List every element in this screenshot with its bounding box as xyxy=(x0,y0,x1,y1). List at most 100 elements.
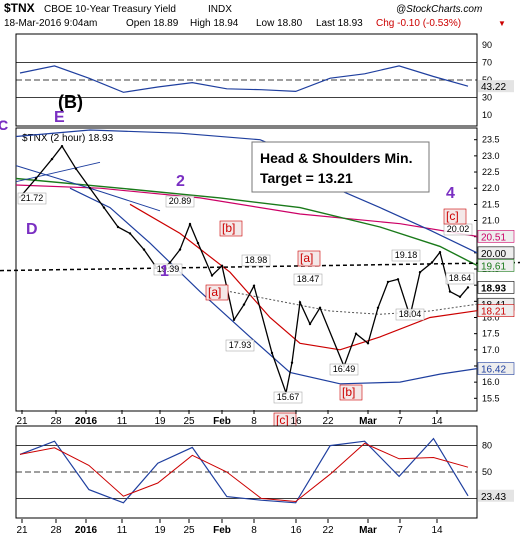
x-axis-middle-tick-label: 14 xyxy=(431,416,443,427)
x-axis-bottom-tick-label: 21 xyxy=(16,525,28,536)
axis-value-label: 20.00 xyxy=(481,249,506,260)
wave-label-C-top: C xyxy=(0,117,8,133)
price-point xyxy=(196,241,200,245)
x-axis-middle-tick-label: Mar xyxy=(359,416,377,427)
price-point xyxy=(210,274,214,277)
pattern-info-box: Head & Shoulders Min. Target = 13.21 xyxy=(251,141,430,193)
pattern-info-frame xyxy=(251,141,430,193)
x-axis-bottom-ticks: 21 28 2016 11 19 25 Feb 8 16 22 Mar 7 14 xyxy=(16,519,443,536)
price-label-text: 18.98 xyxy=(245,255,268,265)
x-axis-middle-tick-label: 28 xyxy=(50,416,62,427)
x-axis-middle-ticks: 21 28 2016 11 19 25 Feb 8 16 22 Mar 7 14 xyxy=(16,410,443,427)
bottom-indicator-layer: 80502023.43 xyxy=(16,437,514,504)
wave-label: [b] xyxy=(219,220,243,237)
wave-label-text: 4 xyxy=(446,185,455,202)
price-label-box xyxy=(273,391,303,404)
x-axis-middle-tick-label: 25 xyxy=(183,416,195,427)
wave-label: [a] xyxy=(297,250,321,267)
x-axis-bottom-tick-label: 19 xyxy=(154,525,166,536)
price-point xyxy=(232,318,236,321)
axis-value-badge xyxy=(477,281,515,294)
price-label-box xyxy=(395,308,425,321)
price-point xyxy=(34,177,38,180)
wave-label: [b] xyxy=(339,384,363,401)
lower-band xyxy=(69,187,478,385)
price-label-box xyxy=(293,273,323,286)
x-axis-middle-tick-label: 2016 xyxy=(75,416,98,427)
x-axis-bottom-tick-label: 11 xyxy=(117,525,128,536)
price-point xyxy=(308,322,312,326)
price-label-box xyxy=(153,263,183,276)
bottom-indicator-tick-label: 80 xyxy=(482,441,492,451)
price-label: 21.72 xyxy=(17,192,47,205)
price-point xyxy=(220,264,224,267)
price-label-text: 18.04 xyxy=(399,309,422,319)
price-point xyxy=(366,342,370,345)
header-symbol: $TNX xyxy=(4,1,35,15)
price-axis-label: 21.0 xyxy=(482,216,500,226)
price-point xyxy=(60,145,64,148)
header-exchange: INDX xyxy=(208,4,232,15)
x-axis-middle-tick-label: 11 xyxy=(117,416,128,427)
price-point xyxy=(376,306,380,309)
price-point xyxy=(458,295,462,298)
price-point xyxy=(242,303,246,306)
price-point xyxy=(188,222,192,226)
wave-label: D xyxy=(26,221,38,238)
price-point xyxy=(142,248,146,251)
price-label-text: 20.02 xyxy=(447,224,470,234)
price-label-box xyxy=(445,272,475,285)
moving-average-green xyxy=(15,177,478,267)
wave-label-text: [a] xyxy=(208,285,221,299)
price-label: 17.93 xyxy=(225,339,255,352)
x-axis-middle-tick-label: 19 xyxy=(154,416,166,427)
top-indicator-tick-label: 10 xyxy=(482,110,492,120)
axis-value-badge xyxy=(477,259,515,272)
x-axis-middle: 21 28 2016 11 19 25 Feb 8 16 22 Mar 7 14 xyxy=(16,410,443,427)
axis-value-label: 16.42 xyxy=(481,365,506,376)
price-axis-label: 21.5 xyxy=(482,199,500,209)
x-axis-middle-tick-label: 16 xyxy=(290,416,302,427)
chart-header: $TNX CBOE 10-Year Treasury Yield INDX @S… xyxy=(4,1,506,29)
moving-average-magenta xyxy=(15,184,478,237)
pattern-info-line-1: Head & Shoulders Min. xyxy=(260,150,412,166)
wave-label-text: [c] xyxy=(446,209,459,223)
wave-label-text: [c] xyxy=(276,413,289,427)
header-last: Last 18.93 xyxy=(316,18,363,29)
x-axis-bottom: 21 28 2016 11 19 25 Feb 8 16 22 Mar 7 14 xyxy=(16,519,443,536)
price-point xyxy=(50,157,54,161)
wave-label: [a] xyxy=(205,284,229,301)
price-label: 19.39 xyxy=(153,263,183,276)
x-axis-bottom-tick-label: 25 xyxy=(183,525,195,536)
price-point xyxy=(354,332,358,335)
wave-label: [c] xyxy=(273,412,297,429)
price-point xyxy=(88,187,92,190)
price-label: 18.04 xyxy=(395,308,425,321)
axis-value-label: 18.21 xyxy=(481,307,506,318)
top-indicator-tick-label: 70 xyxy=(482,57,492,67)
upper-band-late xyxy=(319,181,478,254)
price-point xyxy=(418,271,422,274)
wave-label: [c] xyxy=(443,208,467,225)
wave-label-text: 2 xyxy=(176,173,185,190)
moving-average-dotted xyxy=(229,291,478,315)
price-point xyxy=(290,361,294,364)
axis-value-badge xyxy=(477,230,515,243)
price-axis-label: 17.5 xyxy=(482,329,500,339)
price-point xyxy=(430,261,434,264)
moving-average-red xyxy=(129,203,478,351)
x-axis-middle-tick-label: 22 xyxy=(322,416,334,427)
wave-label-box xyxy=(205,284,229,301)
axis-value-label: 19.61 xyxy=(481,261,506,272)
price-label: 20.89 xyxy=(165,195,195,208)
price-axis-label: 23.5 xyxy=(482,135,500,145)
wave-label-text: [a] xyxy=(300,251,313,265)
x-axis-bottom-tick-label: 16 xyxy=(290,525,302,536)
price-label: 19.18 xyxy=(391,249,421,262)
wave-label: 1 xyxy=(160,263,169,280)
top-indicator-last-value-badge xyxy=(478,80,514,93)
axis-value-label: 20.51 xyxy=(481,232,506,243)
price-point xyxy=(466,286,470,289)
top-indicator-last-value: 43.22 xyxy=(481,82,506,93)
